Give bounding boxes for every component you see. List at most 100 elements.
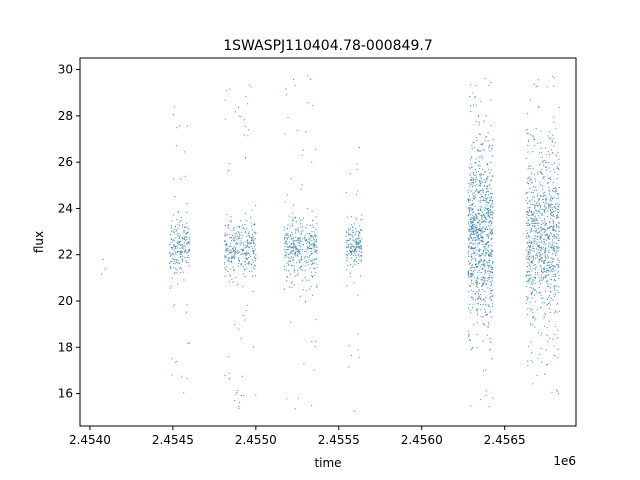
data-point	[289, 234, 291, 236]
data-point	[346, 285, 348, 287]
data-point	[180, 250, 182, 252]
data-point	[349, 250, 352, 252]
data-point	[357, 255, 359, 257]
data-point	[541, 229, 543, 231]
data-point	[489, 337, 491, 340]
data-point	[549, 235, 551, 237]
data-point	[225, 245, 227, 247]
data-point	[545, 349, 547, 351]
data-point	[532, 257, 535, 259]
data-point	[467, 221, 469, 223]
data-point	[179, 221, 181, 223]
data-point	[225, 249, 227, 251]
data-point	[179, 251, 181, 253]
data-point	[538, 249, 540, 251]
data-point	[545, 257, 547, 259]
data-point	[237, 225, 239, 227]
data-point	[542, 272, 544, 274]
data-point	[552, 228, 554, 230]
data-point	[551, 196, 553, 199]
data-point	[360, 241, 362, 243]
data-point	[537, 173, 539, 175]
data-point	[548, 137, 551, 139]
data-point	[484, 195, 486, 197]
data-point	[544, 238, 546, 240]
data-point	[254, 260, 256, 262]
data-point	[543, 242, 546, 244]
data-point	[485, 201, 487, 203]
data-point	[552, 247, 554, 249]
data-point	[247, 252, 249, 254]
data-point	[488, 212, 490, 214]
data-point	[529, 199, 531, 201]
data-point	[551, 261, 553, 263]
data-point	[238, 233, 240, 235]
data-point	[541, 242, 543, 244]
data-point	[244, 260, 246, 262]
data-point	[470, 267, 472, 269]
data-point	[311, 404, 313, 406]
data-point	[242, 248, 244, 250]
data-point	[302, 289, 304, 291]
data-point	[284, 236, 286, 239]
data-point	[482, 142, 484, 144]
data-point	[230, 261, 233, 263]
data-point	[349, 228, 351, 230]
data-point	[288, 241, 290, 243]
data-point	[475, 190, 477, 192]
data-point	[533, 247, 535, 250]
data-point	[471, 184, 473, 186]
data-point	[178, 267, 180, 269]
data-point	[538, 258, 540, 260]
data-point	[347, 216, 349, 218]
data-point	[298, 217, 300, 219]
data-point	[175, 230, 177, 232]
data-point	[310, 263, 312, 266]
data-point	[479, 156, 481, 158]
data-point	[477, 192, 479, 194]
data-point	[484, 260, 486, 262]
data-point	[252, 250, 255, 252]
data-point	[469, 303, 471, 305]
data-point	[247, 240, 249, 242]
data-point	[233, 255, 235, 257]
data-point	[532, 220, 534, 223]
data-point	[477, 236, 479, 238]
data-point	[548, 207, 550, 209]
data-point	[185, 233, 187, 235]
data-point	[177, 263, 179, 265]
data-point	[527, 258, 529, 260]
data-point	[558, 187, 561, 189]
data-point	[474, 277, 476, 279]
data-point	[307, 256, 309, 258]
data-point	[531, 213, 534, 215]
data-point	[556, 247, 558, 249]
data-point	[480, 316, 482, 318]
data-point	[351, 253, 353, 255]
data-point	[243, 314, 245, 316]
data-point	[541, 332, 543, 334]
data-point	[479, 282, 481, 284]
data-point	[553, 169, 555, 171]
data-point	[549, 221, 551, 223]
data-point	[473, 218, 475, 220]
data-point	[539, 211, 541, 213]
data-point	[354, 259, 356, 261]
data-point	[351, 229, 353, 231]
data-point	[471, 296, 473, 298]
data-point	[489, 311, 491, 313]
data-point	[354, 242, 356, 244]
data-point	[549, 295, 551, 297]
data-point	[468, 285, 471, 287]
data-point	[548, 266, 551, 269]
data-point	[478, 124, 480, 126]
data-point	[172, 231, 174, 233]
data-point	[485, 296, 487, 299]
data-point	[485, 394, 487, 396]
data-point	[534, 289, 536, 291]
data-point	[250, 243, 252, 245]
data-point	[554, 266, 556, 268]
data-point	[550, 291, 552, 293]
data-point	[480, 259, 482, 261]
data-point	[181, 244, 183, 246]
